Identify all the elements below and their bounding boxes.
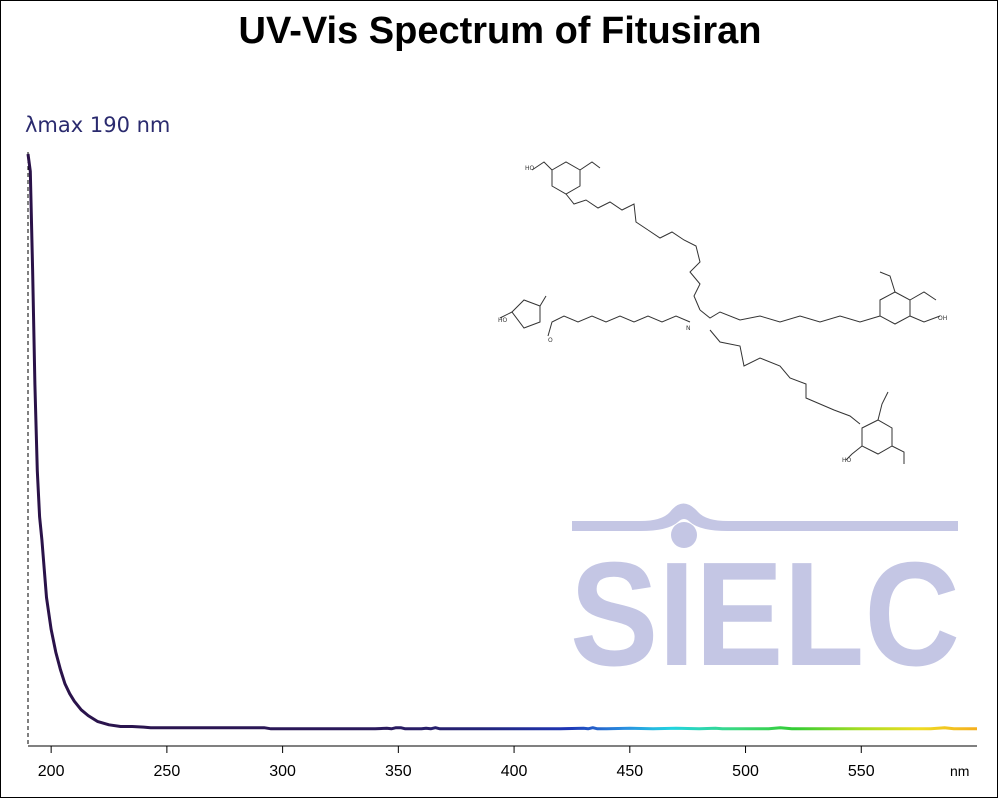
sielc-watermark-logo: SIELC xyxy=(570,503,960,697)
lambda-max-label: λmax 190 nm xyxy=(25,113,171,137)
x-tick-label: 450 xyxy=(616,763,643,780)
svg-text:OH: OH xyxy=(938,315,947,322)
spectrum-line xyxy=(26,153,977,731)
chart-title: UV-Vis Spectrum of Fitusiran xyxy=(238,10,762,52)
x-tick-label: 350 xyxy=(385,763,412,780)
svg-text:HO: HO xyxy=(842,457,852,464)
watermark-dot xyxy=(671,522,697,548)
watermark-arc xyxy=(572,503,958,531)
x-tick-label: 300 xyxy=(269,763,296,780)
molecule-structure-image: HO HO OH HO N O xyxy=(498,161,947,464)
x-axis-unit-label: nm xyxy=(950,763,969,779)
svg-text:O: O xyxy=(548,337,553,344)
svg-text:N: N xyxy=(686,325,691,332)
svg-text:HO: HO xyxy=(525,165,535,172)
x-tick-label: 500 xyxy=(732,763,759,780)
x-tick-label: 250 xyxy=(154,763,181,780)
svg-text:HO: HO xyxy=(498,317,508,324)
x-tick-label: 550 xyxy=(848,763,875,780)
watermark-text: SIELC xyxy=(570,532,960,697)
x-tick-label: 400 xyxy=(501,763,528,780)
x-axis-ticks: 200 250 300 350 400 450 500 550 xyxy=(38,746,875,780)
x-tick-label: 200 xyxy=(38,763,65,780)
